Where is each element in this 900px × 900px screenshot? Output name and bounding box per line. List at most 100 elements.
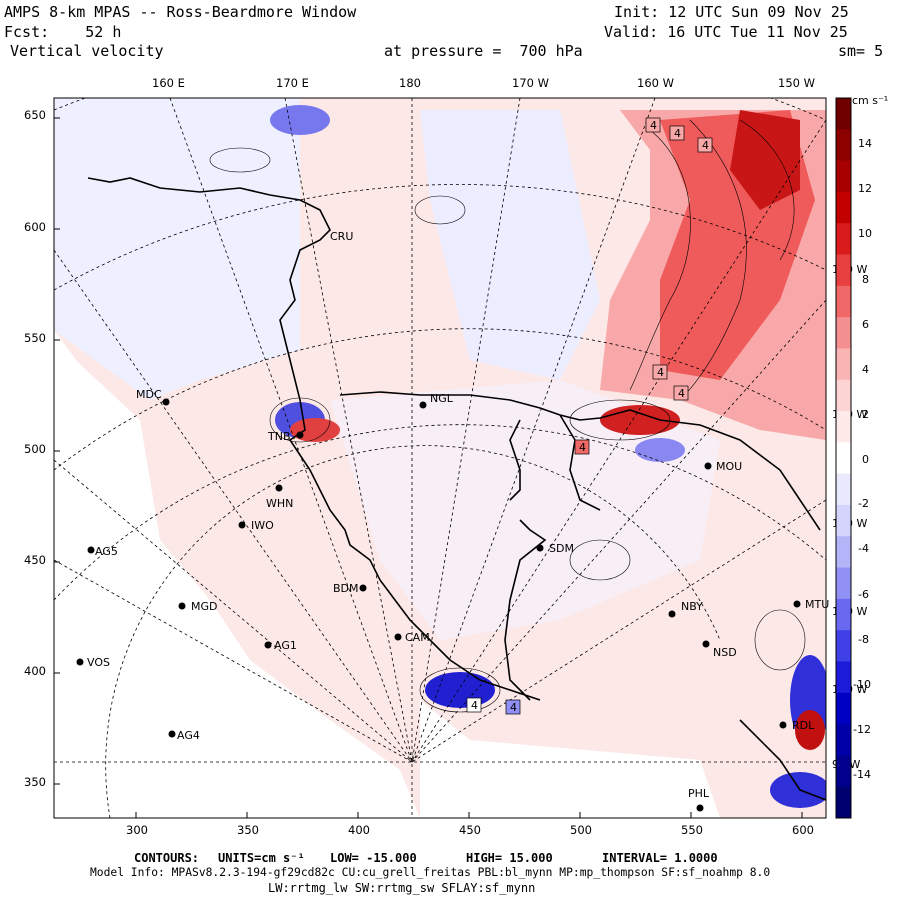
contour-label: 4 xyxy=(678,387,685,400)
field-shade-blue-left xyxy=(54,98,300,400)
colorbar-label: 2 xyxy=(862,408,869,421)
plot-title: AMPS 8-km MPAS -- Ross-Beardmore Window xyxy=(4,3,357,21)
positive-velocity-peak xyxy=(730,110,800,210)
init-time: Init: 12 UTC Sun 09 Nov 25 xyxy=(614,3,849,21)
colorbar-swatch xyxy=(836,536,851,569)
colorbar-swatch xyxy=(836,504,851,537)
colorbar-swatch xyxy=(836,285,851,318)
colorbar-label: -2 xyxy=(858,497,869,510)
station-label: MOU xyxy=(716,460,742,473)
top-lon-label: 150 W xyxy=(778,76,815,90)
station-label: BDM xyxy=(333,582,359,595)
colorbar-swatch xyxy=(836,348,851,381)
colorbar-swatch xyxy=(836,661,851,694)
bottom-axis-label: 600 xyxy=(792,823,814,837)
colorbar-swatch xyxy=(836,191,851,224)
station-label: TNB xyxy=(267,430,291,443)
contour-label: 4 xyxy=(674,127,681,140)
negative-velocity-blob xyxy=(635,438,685,462)
colorbar-swatch xyxy=(836,411,851,443)
colorbar-swatch xyxy=(836,630,851,662)
station-label: NBY xyxy=(681,600,703,613)
bottom-axis-label: 500 xyxy=(570,823,592,837)
footer-model-info: Model Info: MPASv8.2.3-194-gf29cd82c CU:… xyxy=(90,866,771,879)
graticule xyxy=(54,98,826,818)
bottom-axis-label: 400 xyxy=(348,823,370,837)
colorbar-swatch xyxy=(836,598,851,631)
station-label: PHL xyxy=(688,787,710,800)
colorbar-label: 14 xyxy=(858,137,872,150)
station-label: IWO xyxy=(251,519,274,532)
colorbar-label: -14 xyxy=(853,768,871,781)
top-lon-label: 180 xyxy=(399,76,421,90)
negative-velocity-blob xyxy=(270,105,330,135)
map-frame xyxy=(53,97,827,819)
station-label: WHN xyxy=(266,497,293,510)
station-label: NSD xyxy=(713,646,737,659)
colorbar-swatch xyxy=(836,567,851,600)
contour-label-boxes: 4 4 4 4 4 4 4 4 xyxy=(466,117,713,715)
colorbar-label: 10 xyxy=(858,227,872,240)
smoothing-value: sm= 5 xyxy=(838,42,884,60)
forecast-hour: Fcst: 52 h xyxy=(4,23,122,41)
contour-label: 4 xyxy=(510,701,517,714)
positive-velocity-blob xyxy=(795,710,825,750)
station-label: CAM xyxy=(405,631,430,644)
bottom-axis-label: 350 xyxy=(237,823,259,837)
footer-units: UNITS=cm s⁻¹ xyxy=(218,851,305,865)
contour-label: 4 xyxy=(579,441,586,454)
left-axis-label: 600 xyxy=(24,220,46,234)
positive-velocity-blob xyxy=(600,405,680,435)
bottom-axis-label: 550 xyxy=(681,823,703,837)
colorbar-swatch xyxy=(836,98,851,130)
colorbar-swatch xyxy=(836,160,851,193)
station-label: AG4 xyxy=(177,729,200,742)
field-name: Vertical velocity xyxy=(10,42,164,60)
colorbar-label: 12 xyxy=(858,182,872,195)
left-axis-label: 650 xyxy=(24,108,46,122)
footer-low: LOW= -15.000 xyxy=(330,851,417,865)
ice-shelf-shade xyxy=(330,380,720,640)
colorbar-swatch xyxy=(836,379,851,412)
colorbar-swatch xyxy=(836,786,851,819)
contour-lines xyxy=(209,119,806,713)
colorbar-swatch xyxy=(836,317,851,349)
negative-velocity-blob xyxy=(770,772,826,808)
top-lon-label: 160 E xyxy=(152,76,185,90)
station-label: AG5 xyxy=(95,545,118,558)
ice-sheet-area xyxy=(54,340,420,818)
colorbar-label: -10 xyxy=(853,678,871,691)
negative-velocity-blob xyxy=(425,672,495,708)
colorbar-labels: 14 12 10 8 6 4 2 0 -2 -4 -6 -8 -10 -12 -… xyxy=(853,137,872,781)
station-label: RDL xyxy=(792,719,815,732)
station-label: AG1 xyxy=(274,639,297,652)
colorbar-swatch xyxy=(836,442,851,475)
top-lon-label: 170 E xyxy=(276,76,309,90)
left-axis-label: 550 xyxy=(24,331,46,345)
left-axis-label: 400 xyxy=(24,664,46,678)
left-axis-label: 500 xyxy=(24,442,46,456)
coastline xyxy=(87,177,826,801)
colorbar-swatch xyxy=(836,223,851,256)
station-label: NGL xyxy=(430,392,454,405)
stations: MDC NGL TNB WHN IWO AG5 CRU SDM MOU BDM … xyxy=(76,230,829,812)
colorbar xyxy=(835,97,852,819)
station-label: CRU xyxy=(330,230,353,243)
colorbar-swatch xyxy=(836,724,851,756)
bottom-axis-label: 450 xyxy=(459,823,481,837)
colorbar-label: 4 xyxy=(862,363,869,376)
valid-time: Valid: 16 UTC Tue 11 Nov 25 xyxy=(604,23,848,41)
contour-label: 4 xyxy=(657,366,664,379)
footer-physics: LW:rrtmg_lw SW:rrtmg_sw SFLAY:sf_mynn xyxy=(268,881,536,895)
colorbar-swatch xyxy=(836,755,851,788)
station-label: VOS xyxy=(87,656,110,669)
station-label: MDC xyxy=(136,388,162,401)
contour-label: 4 xyxy=(471,699,478,712)
colorbar-label: -6 xyxy=(858,588,869,601)
colorbar-label: 8 xyxy=(862,273,869,286)
station-label: MTU xyxy=(805,598,829,611)
footer-high: HIGH= 15.000 xyxy=(466,851,553,865)
axis-ticks xyxy=(54,117,803,818)
colorbar-label: -12 xyxy=(853,723,871,736)
